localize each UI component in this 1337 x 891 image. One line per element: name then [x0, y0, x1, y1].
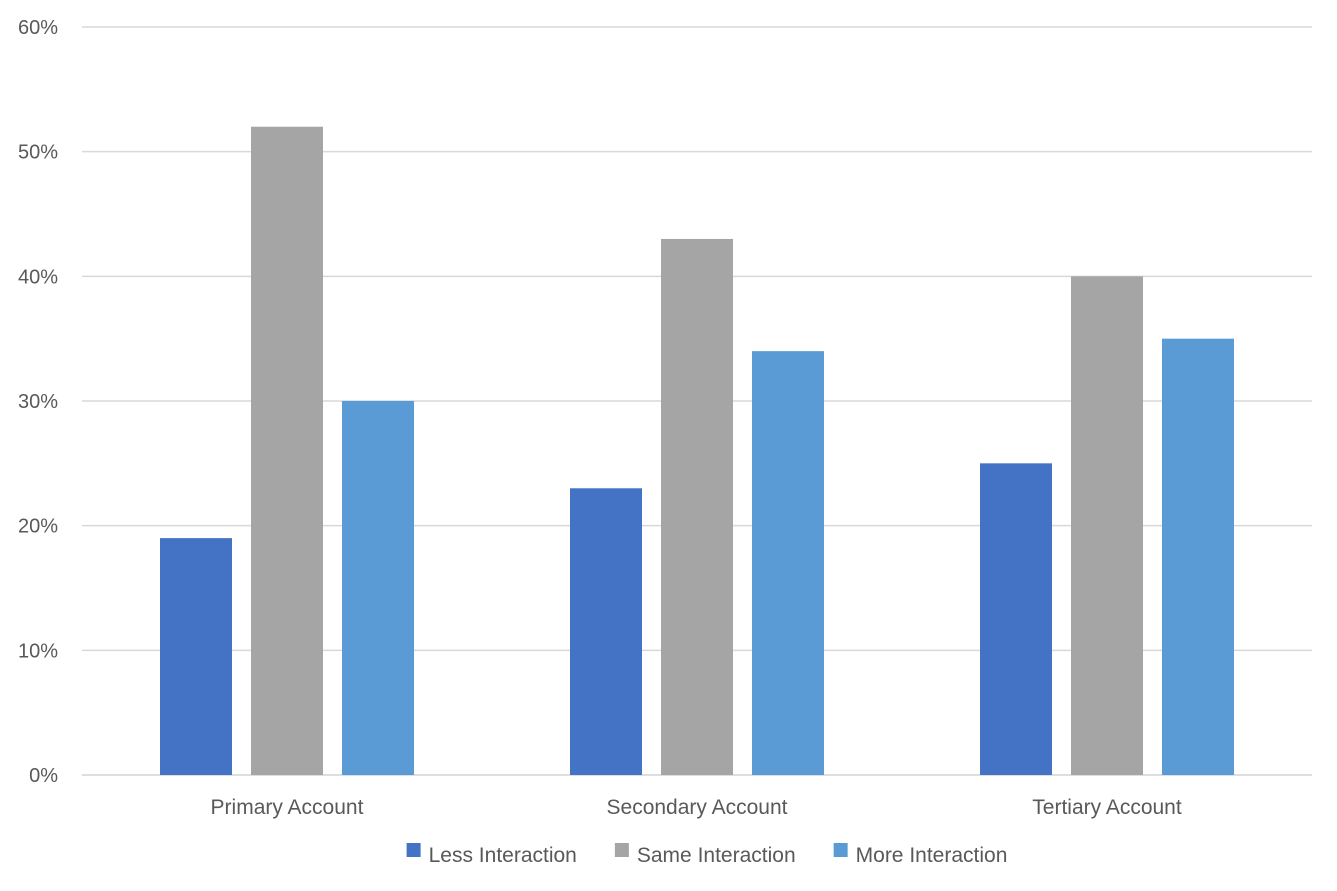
x-category-label: Primary Account	[211, 796, 364, 819]
x-category-label: Secondary Account	[607, 796, 788, 819]
legend-swatch	[833, 843, 848, 857]
y-tick-label: 60%	[18, 17, 58, 39]
y-tick-label: 20%	[18, 516, 58, 538]
y-tick-label: 0%	[29, 765, 58, 787]
bar-more-interaction-tertiary-account	[1162, 338, 1234, 775]
legend-item: Less Interaction	[406, 843, 577, 867]
legend-label: Same Interaction	[637, 844, 796, 867]
bar-less-interaction-secondary-account	[570, 488, 642, 775]
bar-same-interaction-primary-account	[251, 126, 323, 775]
legend: Less Interaction Same Interaction More Int…	[406, 843, 1008, 867]
x-category-label: Tertiary Account	[1032, 796, 1182, 819]
y-axis-tick-labels: 0% 10% 20% 30% 40% 50% 60%	[18, 17, 58, 787]
bars	[160, 126, 1234, 775]
bar-less-interaction-primary-account	[160, 538, 232, 775]
legend-item: Same Interaction	[614, 843, 796, 867]
x-axis-category-labels: Primary Account Secondary Account Tertiary…	[211, 796, 1182, 819]
legend-label: Less Interaction	[429, 844, 577, 867]
bar-more-interaction-secondary-account	[752, 351, 824, 775]
y-tick-label: 40%	[18, 266, 58, 288]
legend-swatch	[406, 843, 421, 857]
y-tick-label: 10%	[18, 640, 58, 662]
bar-less-interaction-tertiary-account	[980, 463, 1052, 775]
legend-item: More Interaction	[833, 843, 1008, 867]
y-tick-label: 30%	[18, 391, 58, 413]
legend-label: More Interaction	[856, 844, 1008, 867]
bar-more-interaction-primary-account	[342, 401, 414, 775]
y-tick-label: 50%	[18, 142, 58, 164]
legend-swatch	[614, 843, 629, 857]
bar-same-interaction-tertiary-account	[1071, 276, 1143, 775]
bar-same-interaction-secondary-account	[661, 238, 733, 775]
